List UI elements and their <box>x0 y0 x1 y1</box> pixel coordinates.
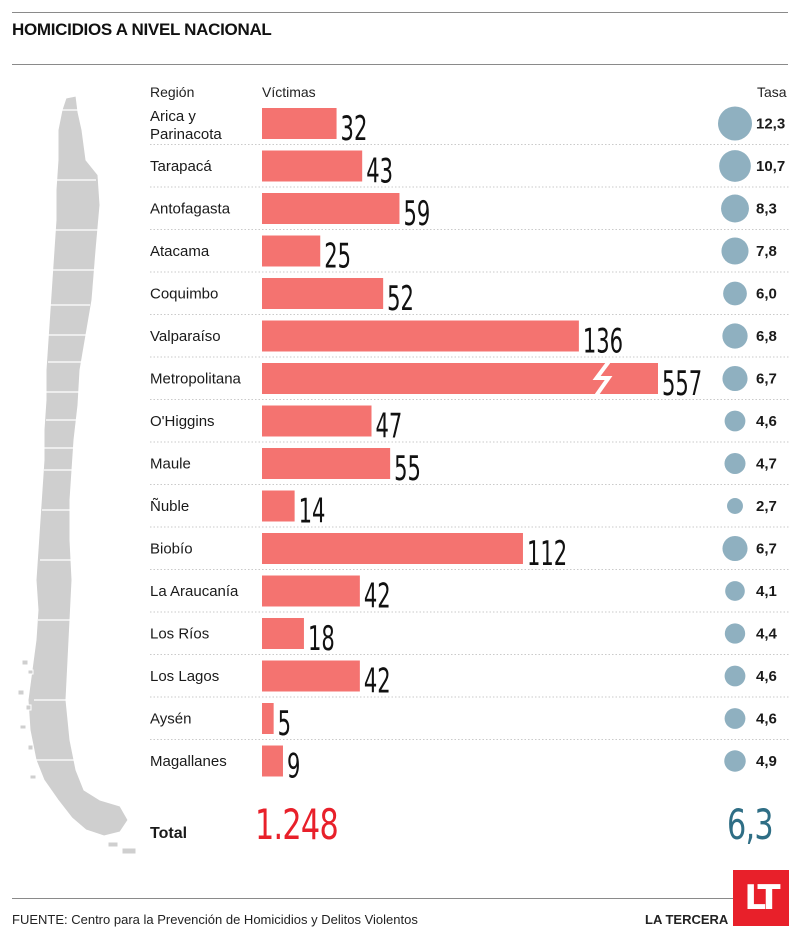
bar <box>262 660 360 692</box>
bar-value-label: 42 <box>364 661 391 701</box>
header-victims: Víctimas <box>262 84 316 100</box>
rate-label: 6,7 <box>756 371 777 388</box>
rate-label: 4,4 <box>756 626 778 643</box>
rate-bubble <box>724 410 746 432</box>
region-label: La Araucanía <box>150 583 239 600</box>
rate-label: 4,7 <box>756 456 777 473</box>
bar <box>262 235 321 267</box>
header-region: Región <box>150 84 195 100</box>
total-rate: 6,3 <box>727 800 774 849</box>
rate-label: 8,3 <box>756 201 777 218</box>
title-rule <box>12 64 788 65</box>
rate-bubble <box>722 365 748 392</box>
rate-bubble <box>722 535 748 562</box>
rate-label: 6,0 <box>756 286 777 303</box>
brand-name: LA TERCERA <box>645 912 729 927</box>
region-label: O'Higgins <box>150 413 215 430</box>
chile-map-icon <box>17 95 137 855</box>
region-label: Los Lagos <box>150 668 219 685</box>
bar-value-label: 47 <box>376 406 403 446</box>
bar-value-label: 557 <box>662 364 702 404</box>
rate-label: 7,8 <box>756 243 777 260</box>
region-label: Biobío <box>150 541 193 558</box>
rate-bubble <box>721 237 749 265</box>
rate-bubble <box>722 323 748 349</box>
rate-label: 4,9 <box>756 753 777 770</box>
bar <box>262 448 391 479</box>
axis-break-mark <box>592 360 613 397</box>
la-tercera-logo: LT <box>733 870 789 926</box>
rate-label: 4,1 <box>756 583 777 600</box>
source-note: FUENTE: Centro para la Prevención de Hom… <box>12 912 418 927</box>
rate-bubble <box>723 281 747 306</box>
region-label: Ñuble <box>150 498 189 515</box>
bar <box>262 575 360 607</box>
header-rate: Tasa <box>757 84 787 100</box>
region-label: Arica y Parinacota <box>150 108 222 143</box>
top-rule <box>12 12 788 13</box>
bar-value-label: 55 <box>394 449 421 489</box>
bar-value-label: 32 <box>341 109 368 149</box>
rate-bubble <box>719 150 751 182</box>
bar <box>262 278 384 309</box>
rate-label: 4,6 <box>756 668 777 685</box>
rate-bubble <box>727 498 743 514</box>
rate-label: 10,7 <box>756 158 785 175</box>
bar <box>262 490 295 522</box>
region-label: Antofagasta <box>150 201 231 218</box>
bar-value-label: 112 <box>527 534 567 574</box>
bar <box>262 363 658 394</box>
rate-label: 2,7 <box>756 498 777 515</box>
rate-bubble <box>724 708 746 729</box>
region-label: Magallanes <box>150 753 227 770</box>
rate-bubble <box>724 452 746 475</box>
bar <box>262 618 304 649</box>
bar-value-label: 42 <box>364 576 391 616</box>
rate-bubble <box>724 623 746 644</box>
rate-bubble <box>725 581 745 601</box>
region-label: Tarapacá <box>150 158 212 175</box>
bar <box>262 150 363 182</box>
bar-value-label: 14 <box>299 491 326 531</box>
rate-label: 12,3 <box>756 116 785 133</box>
rate-label: 4,6 <box>756 413 777 430</box>
footer-rule <box>12 898 788 899</box>
bar <box>262 703 274 734</box>
bar <box>262 533 523 564</box>
bar-value-label: 9 <box>287 746 300 786</box>
bar <box>262 108 337 139</box>
total-label: Total <box>150 825 188 842</box>
rate-bubble <box>724 665 746 687</box>
bar <box>262 320 579 352</box>
rate-label: 6,8 <box>756 328 777 345</box>
region-label: Los Ríos <box>150 626 209 643</box>
region-label: Aysén <box>150 711 191 728</box>
total-victims: 1.248 <box>255 800 339 849</box>
bar-value-label: 52 <box>387 279 414 319</box>
region-label: Atacama <box>150 243 210 260</box>
region-label: Valparaíso <box>150 328 221 345</box>
region-label: Coquimbo <box>150 286 218 303</box>
region-label: Maule <box>150 456 191 473</box>
rate-label: 6,7 <box>756 541 777 558</box>
bar <box>262 745 283 777</box>
page-title: HOMICIDIOS A NIVEL NACIONAL <box>12 20 272 39</box>
region-label: Metropolitana <box>150 371 242 388</box>
rate-label: 4,6 <box>756 711 777 728</box>
bar-value-label: 25 <box>324 236 351 276</box>
bar-value-label: 59 <box>403 194 430 234</box>
bar-value-label: 43 <box>366 151 393 191</box>
rate-bubble <box>724 750 746 772</box>
bar <box>262 193 400 224</box>
bar-value-label: 136 <box>583 321 623 361</box>
bar-value-label: 18 <box>308 619 335 659</box>
rate-bubble <box>718 106 752 141</box>
bar <box>262 405 372 437</box>
bar-value-label: 5 <box>278 704 291 744</box>
rate-bubble <box>721 194 749 223</box>
